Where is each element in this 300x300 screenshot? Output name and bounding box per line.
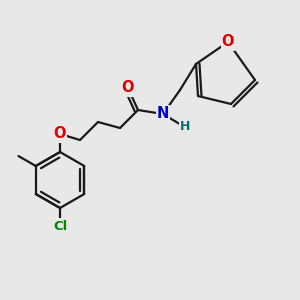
- Text: N: N: [157, 106, 169, 122]
- Text: Cl: Cl: [53, 220, 67, 232]
- Text: H: H: [180, 119, 190, 133]
- Text: O: O: [222, 34, 234, 50]
- Text: O: O: [121, 80, 133, 95]
- Text: O: O: [54, 127, 66, 142]
